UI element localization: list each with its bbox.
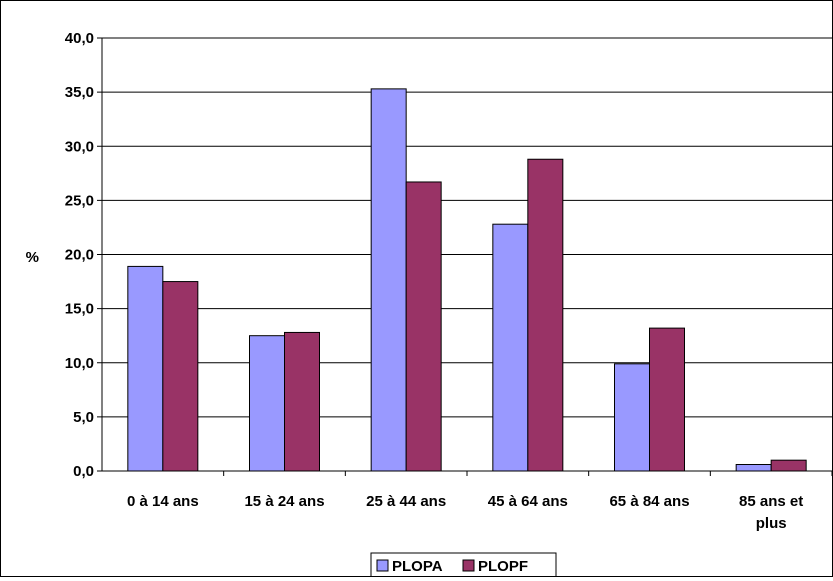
x-category-label: 65 à 84 ans <box>609 493 689 510</box>
y-tick-labels: 0,0 5,0 10,0 15,0 20,0 25,0 30,0 35,0 40,0 <box>65 30 94 480</box>
bar-plopa <box>614 363 650 472</box>
bar-plopf <box>770 459 807 472</box>
y-tick-label: 5,0 <box>73 409 94 426</box>
axes <box>97 37 833 476</box>
x-category-label: 45 à 64 ans <box>488 493 568 510</box>
y-tick-label: 10,0 <box>65 355 94 372</box>
x-category-label: 85 ans et <box>739 493 803 510</box>
y-tick-label: 25,0 <box>65 192 94 209</box>
bar-plopf <box>527 158 564 472</box>
x-category-label: 15 à 24 ans <box>244 493 324 510</box>
bar-plopa <box>492 223 529 472</box>
bars <box>127 88 807 472</box>
legend-label: PLOPF <box>478 558 528 575</box>
x-category-labels: 0 à 14 ans 15 à 24 ans 25 à 44 ans 45 à 64 … <box>127 493 803 532</box>
y-tick-label: 0,0 <box>73 463 94 480</box>
legend: PLOPA PLOPF <box>370 552 557 578</box>
y-tick-label: 20,0 <box>65 247 94 264</box>
bar-plopf <box>405 181 442 472</box>
legend-swatch-plopa <box>376 559 389 572</box>
bar-plopf <box>284 331 320 472</box>
y-tick-label: 40,0 <box>65 30 94 47</box>
y-axis-label: % <box>26 249 39 266</box>
bar-plopa <box>249 335 285 472</box>
x-category-label: 25 à 44 ans <box>366 493 446 510</box>
gridlines <box>102 37 832 418</box>
y-tick-label: 35,0 <box>65 84 94 101</box>
legend-swatch-plopf <box>462 559 475 572</box>
bar-plopa <box>370 88 407 472</box>
x-category-label: 0 à 14 ans <box>127 493 199 510</box>
bar-plopa <box>735 464 772 472</box>
y-tick-label: 15,0 <box>65 301 94 318</box>
bar-plopa <box>127 265 164 472</box>
legend-label: PLOPA <box>392 558 443 575</box>
bar-plopf <box>162 281 199 472</box>
bar-plopf <box>649 327 685 472</box>
x-category-label: plus <box>756 515 787 532</box>
y-tick-label: 30,0 <box>65 138 94 155</box>
